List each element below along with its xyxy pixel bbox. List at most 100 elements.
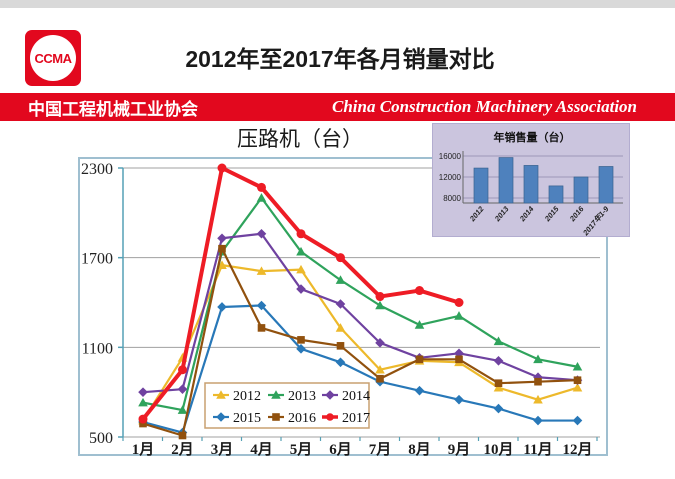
x-axis-label-4月: 4月	[250, 441, 273, 458]
y-axis-label-1100: 1100	[82, 340, 113, 357]
marker-2014-1月	[138, 387, 148, 397]
x-axis-label-8月: 8月	[408, 441, 431, 458]
marker-2014-5月	[296, 284, 306, 294]
marker-2013-6月	[335, 275, 346, 284]
legend-item-2013: 2013	[268, 389, 316, 404]
marker-2016-3月	[218, 244, 226, 253]
legend-item-2016: 2016	[268, 411, 316, 426]
legend-label-2013: 2013	[288, 389, 316, 404]
legend-marker-2014	[325, 390, 335, 400]
marker-2015-3月	[217, 302, 227, 312]
marker-2015-4月	[256, 300, 267, 311]
y-axis-label-1700: 1700	[81, 251, 113, 268]
marker-2014-4月	[256, 228, 267, 239]
marker-2015-8月	[414, 385, 425, 396]
x-axis-label-7月: 7月	[369, 441, 392, 458]
inset-x-label-2012: 2012	[467, 204, 486, 224]
marker-2012-7月	[375, 364, 385, 374]
marker-2012-10月	[493, 382, 504, 392]
marker-2012-12月	[572, 382, 583, 392]
line-chart-title: 压路机（台）	[237, 127, 363, 151]
legend-marker-2015	[216, 412, 226, 422]
inset-bar-2016	[573, 176, 589, 204]
inset-bar-2015	[548, 185, 564, 204]
marker-2014-3月	[217, 233, 227, 244]
inset-bar-2014	[523, 165, 539, 204]
association-banner: 中国工程机械工业协会 China Construction Machinery …	[0, 93, 675, 121]
y-axis-label-500: 500	[89, 430, 113, 447]
marker-2016-7月	[376, 374, 384, 383]
marker-2014-6月	[335, 299, 346, 309]
inset-chart-title: 年销售量（台）	[494, 130, 571, 144]
marker-2016-9月	[455, 355, 463, 364]
inset-bar-2017年1-9	[598, 166, 614, 204]
inset-x-label-2013: 2013	[492, 204, 511, 224]
legend-label-2014: 2014	[342, 389, 370, 404]
marker-2015-6月	[335, 357, 346, 368]
marker-2014-10月	[493, 355, 504, 366]
marker-2017-9月	[454, 298, 464, 307]
marker-2012-3月	[217, 260, 227, 269]
marker-2017-4月	[257, 182, 266, 192]
marker-2013-5月	[296, 246, 306, 256]
marker-2016-12月	[573, 376, 582, 385]
marker-2016-10月	[494, 379, 503, 387]
marker-2017-7月	[375, 292, 385, 302]
inset-y-label-16000: 16000	[439, 152, 462, 161]
ccma-logo: CCMA	[25, 30, 81, 86]
marker-2016-8月	[415, 355, 424, 364]
marker-2014-9月	[454, 348, 464, 359]
x-axis-label-1月: 1月	[132, 441, 155, 458]
marker-2014-11月	[533, 372, 543, 383]
inset-bar-2013	[498, 157, 514, 204]
marker-2015-5月	[296, 344, 306, 354]
x-axis-label-2月: 2月	[171, 441, 194, 458]
marker-2014-2月	[177, 384, 188, 394]
marker-2016-4月	[257, 324, 266, 332]
marker-2015-11月	[533, 415, 543, 426]
marker-2017-5月	[296, 229, 306, 239]
marker-2013-4月	[256, 193, 267, 202]
legend-marker-2012	[216, 390, 226, 399]
marker-2013-10月	[493, 336, 504, 346]
x-axis-label-11月: 11月	[523, 441, 552, 458]
marker-2013-7月	[375, 300, 385, 310]
ccma-logo-text: CCMA	[34, 50, 73, 66]
inset-bar-chart: 年销售量（台） 8000 12000 16000 2012 2013 2014 2015 201…	[439, 130, 623, 236]
marker-2015-12月	[572, 415, 583, 426]
x-axis-label-12月: 12月	[562, 441, 592, 458]
marker-2014-7月	[375, 338, 385, 348]
x-axis-label-9月: 9月	[448, 441, 471, 458]
inset-y-label-8000: 8000	[443, 194, 461, 203]
legend-label-2016: 2016	[288, 411, 316, 426]
marker-2013-1月	[138, 397, 148, 407]
marker-2013-11月	[533, 354, 543, 364]
marker-2015-9月	[454, 394, 464, 405]
legend-box	[204, 382, 370, 429]
x-axis-label-6月: 6月	[329, 441, 352, 458]
marker-2012-5月	[296, 264, 306, 274]
banner-english-name: China Construction Machinery Association	[332, 97, 637, 116]
top-gray-strip	[0, 0, 675, 8]
inset-bar-chart-panel: 年销售量（台） 8000 12000 16000 2012 2013 2014 2015 201…	[432, 123, 630, 237]
legend-item-2014: 2014	[322, 389, 370, 404]
page-title: 2012年至2017年各月销量对比	[185, 46, 495, 72]
marker-2013-2月	[177, 405, 188, 414]
marker-2016-2月	[178, 431, 187, 440]
marker-2013-12月	[572, 361, 583, 371]
legend-item-2012: 2012	[213, 389, 261, 404]
marker-2016-11月	[534, 377, 542, 386]
inset-y-label-12000: 12000	[439, 173, 462, 182]
legend-item-2015: 2015	[213, 411, 261, 426]
marker-2017-6月	[336, 253, 345, 263]
legend-item-2017: 2017	[322, 411, 370, 426]
marker-2017-3月	[217, 163, 227, 173]
inset-bar-2012	[473, 167, 489, 204]
banner-chinese-name: 中国工程机械工业协会	[28, 99, 198, 119]
legend-label-2015: 2015	[233, 411, 261, 426]
marker-2017-1月	[138, 414, 148, 424]
marker-2016-5月	[297, 336, 305, 344]
legend-marker-2013	[271, 390, 281, 399]
legend-label-2017: 2017	[342, 411, 370, 426]
